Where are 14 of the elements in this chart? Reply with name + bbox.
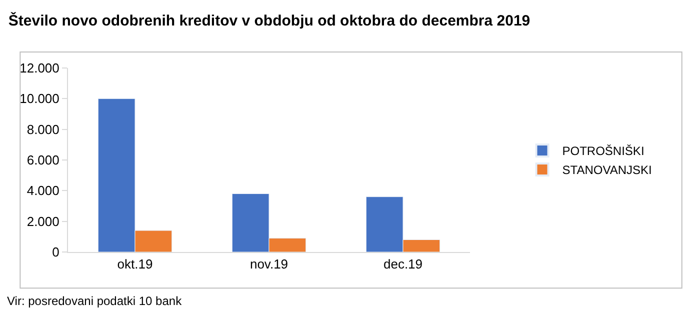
x-tick-label: nov.19: [250, 256, 288, 272]
y-tick-label: 0: [52, 244, 60, 260]
text: Vir: posredovani podatki 10 bank: [7, 294, 183, 308]
x-tick-label: dec.19: [383, 256, 423, 272]
y-tick-label: 6.000: [26, 152, 60, 168]
y-tick-label: 12.000: [20, 60, 60, 76]
chart-title: Število novo odobrenih kreditov v obdobju od oktobra do decembra 2019: [8, 11, 530, 30]
x-tick-label: okt.19: [117, 256, 153, 272]
y-tick-label: 2.000: [26, 214, 60, 229]
legend-label: POTROŠNIŠKI: [562, 144, 644, 158]
y-tick-label: 4.000: [26, 183, 60, 198]
legend-label: STANOVANJSKI: [562, 163, 652, 178]
y-tick-label: 10.000: [20, 91, 60, 106]
y-tick-label: 8.000: [26, 122, 60, 137]
